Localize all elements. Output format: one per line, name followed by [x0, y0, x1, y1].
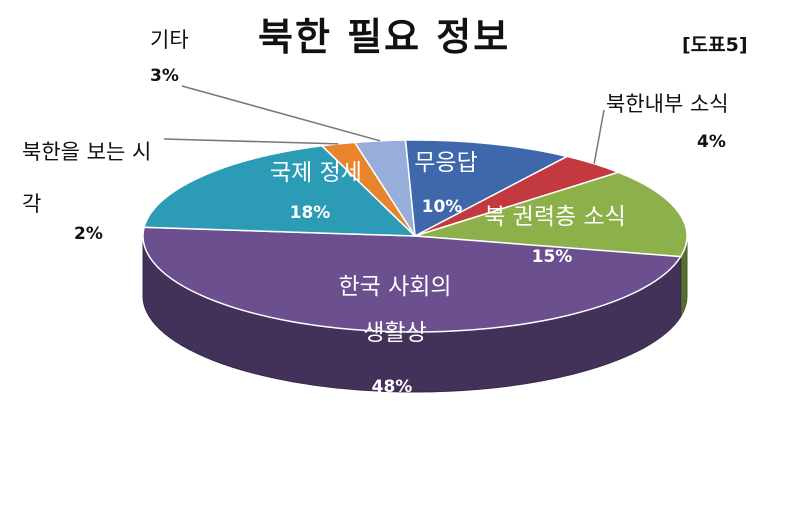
- figure-tag: [도표5]: [682, 34, 748, 56]
- leader-line-6: [181, 85, 381, 142]
- slice-value-4: 18%: [290, 203, 331, 223]
- slice-label-3: 한국 사회의 생활상: [338, 274, 451, 346]
- slice-label-4: 국제 정세: [270, 160, 362, 186]
- leader-line-5: [163, 138, 339, 145]
- value-other: 3%: [150, 66, 179, 86]
- label-nk-internal: 북한내부 소식: [606, 92, 729, 116]
- value-nk-internal: 4%: [697, 132, 726, 152]
- pie-slice-2: [414, 171, 688, 258]
- slice-label-2: 북 권력층 소식: [484, 204, 626, 230]
- pie-slice-0: [404, 139, 570, 238]
- pie-slice-3: [142, 226, 682, 333]
- label-other: 기타: [150, 28, 189, 52]
- pie-slice-4: [143, 145, 417, 237]
- label-view-nk: 북한을 보는 시각: [22, 140, 152, 216]
- chart-title: 북한 필요 정보: [258, 15, 511, 59]
- value-view-nk: 2%: [74, 224, 103, 244]
- slice-value-0: 10%: [422, 197, 463, 217]
- slice-value-3: 48%: [372, 377, 413, 397]
- slice-label-0: 무응답: [414, 150, 477, 176]
- slice-value-2: 15%: [532, 247, 573, 267]
- leader-line-1: [593, 109, 605, 164]
